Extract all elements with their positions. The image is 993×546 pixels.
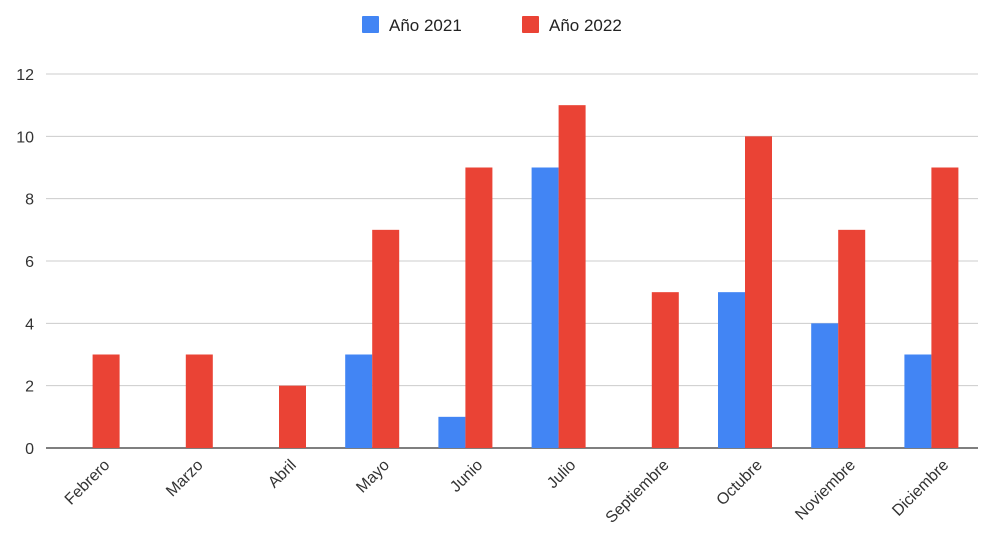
x-tick-label: Febrero: [62, 457, 114, 509]
x-tick-label: Julio: [544, 457, 579, 492]
bar-2022-marzo: [185, 354, 213, 448]
legend-label-2021: Año 2021: [389, 16, 462, 35]
x-tick-label: Diciembre: [889, 457, 952, 520]
y-tick-label: 10: [16, 129, 34, 146]
y-tick-label: 0: [25, 441, 34, 458]
bar-2022-febrero: [92, 354, 120, 448]
bar-2021-octubre: [718, 292, 745, 448]
y-tick-label: 6: [25, 254, 34, 271]
bar-2022-septiembre: [651, 292, 679, 448]
legend-swatch-2022: [522, 16, 539, 33]
bar-2022-mayo: [372, 229, 400, 448]
x-tick-label: Noviembre: [792, 457, 859, 524]
y-axis: 0 2 4 6 8 10 12: [16, 67, 34, 458]
bar-2022-octubre: [745, 136, 772, 449]
legend: Año 2021 Año 2022: [362, 16, 622, 35]
y-tick-label: 2: [25, 379, 34, 396]
x-tick-label: Mayo: [353, 457, 393, 497]
bar-2021-junio: [438, 416, 466, 448]
bar-2022-abril: [279, 385, 306, 448]
x-tick-label: Junio: [447, 457, 486, 496]
bar-2021-noviembre: [811, 323, 839, 448]
bar-2021-diciembre: [904, 354, 932, 448]
legend-swatch-2021: [362, 16, 379, 33]
x-tick-label: Octubre: [714, 457, 766, 509]
y-tick-label: 12: [16, 67, 34, 84]
bar-2022-junio: [465, 167, 493, 448]
x-tick-label: Abril: [265, 457, 300, 492]
x-tick-label: Marzo: [163, 457, 207, 501]
bar-2022-julio: [558, 105, 586, 449]
bars: [92, 105, 959, 449]
bar-2022-diciembre: [931, 167, 959, 448]
x-axis: Febrero Marzo Abril Mayo Junio Julio Septiembr…: [62, 457, 953, 527]
bar-2022-noviembre: [838, 229, 866, 448]
bar-2021-mayo: [345, 354, 373, 448]
legend-label-2022: Año 2022: [549, 16, 622, 35]
y-tick-label: 4: [25, 316, 34, 333]
bar-2021-julio: [531, 167, 559, 448]
x-tick-label: Septiembre: [603, 457, 673, 527]
y-tick-label: 8: [25, 192, 34, 209]
